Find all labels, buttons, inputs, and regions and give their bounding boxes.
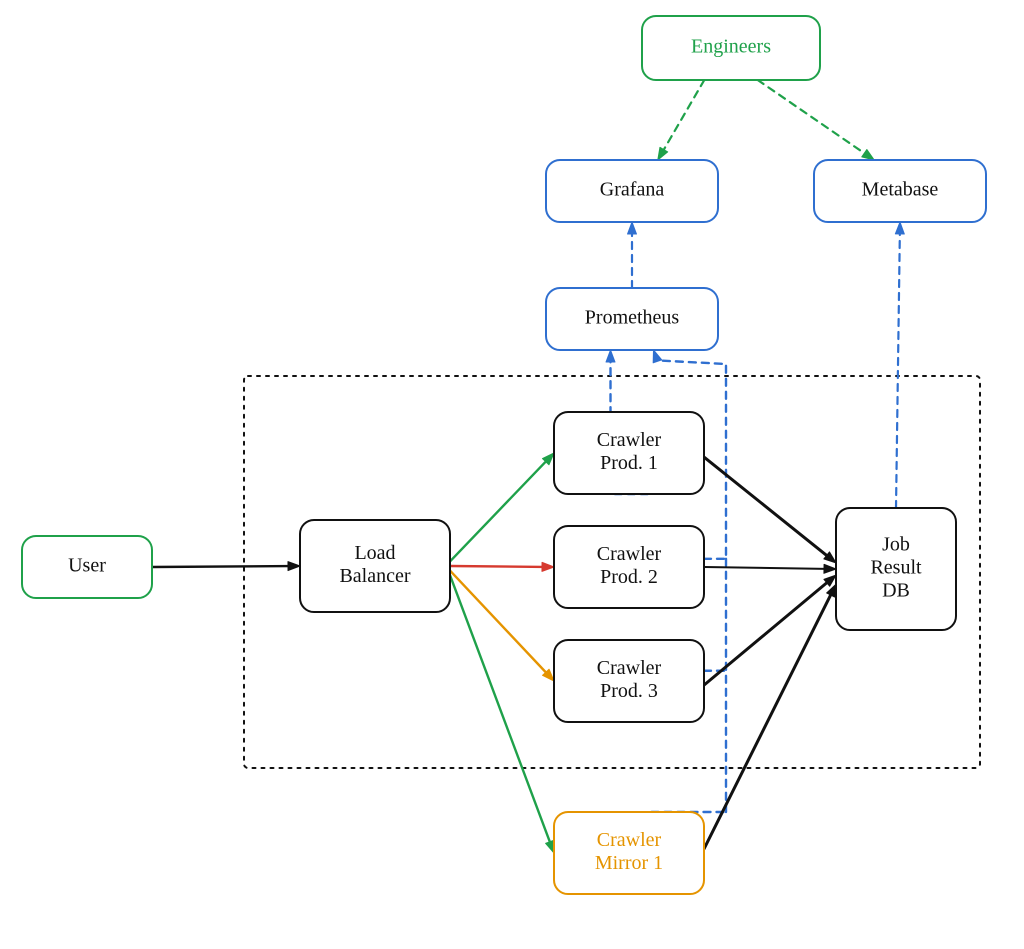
edge-jobresult-to-metabase: [895, 222, 904, 508]
edge-user-to-loadbalancer: [152, 562, 300, 571]
edge-loadbalancer-to-crawler3: [450, 571, 554, 681]
edges-layer: [152, 80, 904, 853]
node-crawler2: CrawlerProd. 2: [554, 526, 704, 608]
node-loadbalancer-label: Balancer: [339, 565, 410, 587]
edge-prometheus-to-grafana: [628, 222, 637, 288]
edge-loadbalancer-to-crawler2: [450, 562, 554, 571]
node-mirror-label: Crawler: [597, 829, 662, 851]
node-grafana-label: Grafana: [600, 179, 665, 201]
node-crawler3: CrawlerProd. 3: [554, 640, 704, 722]
edge-crawler1-to-jobresult: [704, 457, 836, 563]
node-grafana: Grafana: [546, 160, 718, 222]
node-mirror: CrawlerMirror 1: [554, 812, 704, 894]
node-prometheus-label: Prometheus: [585, 307, 680, 329]
edge-crawler3-to-jobresult: [704, 575, 836, 685]
node-jobresult-label: Result: [870, 557, 922, 579]
node-crawler3-label: Prod. 3: [600, 680, 658, 702]
nodes-layer: Engineers Grafana Metabase Prometheus User Lo…: [22, 16, 986, 894]
node-user: User: [22, 536, 152, 598]
edge-loadbalancer-to-crawler1: [450, 453, 554, 561]
node-user-label: User: [68, 555, 106, 577]
node-crawler2-label: Crawler: [597, 543, 662, 565]
node-crawler2-label: Prod. 2: [600, 566, 658, 588]
edge-mirror-to-jobresult: [704, 584, 836, 849]
node-metabase: Metabase: [814, 160, 986, 222]
edge-loadbalancer-to-mirror: [450, 575, 554, 853]
node-crawler1: CrawlerProd. 1: [554, 412, 704, 494]
node-loadbalancer: LoadBalancer: [300, 520, 450, 612]
node-jobresult-label: DB: [882, 580, 910, 602]
node-crawler1-label: Prod. 1: [600, 452, 658, 474]
node-jobresult: JobResultDB: [836, 508, 956, 630]
node-loadbalancer-label: Load: [354, 542, 395, 564]
node-crawler1-label: Crawler: [597, 429, 662, 451]
edge-crawler2-to-jobresult: [704, 564, 836, 573]
node-jobresult-label: Job: [882, 534, 910, 556]
node-engineers-label: Engineers: [691, 36, 771, 58]
node-crawler3-label: Crawler: [597, 657, 662, 679]
node-prometheus: Prometheus: [546, 288, 718, 350]
edge-engineers-to-grafana: [658, 80, 705, 160]
architecture-diagram: Engineers Grafana Metabase Prometheus User Lo…: [0, 0, 1024, 949]
edge-engineers-to-metabase: [758, 80, 875, 160]
node-mirror-label: Mirror 1: [595, 852, 663, 874]
node-engineers: Engineers: [642, 16, 820, 80]
node-metabase-label: Metabase: [862, 179, 939, 201]
